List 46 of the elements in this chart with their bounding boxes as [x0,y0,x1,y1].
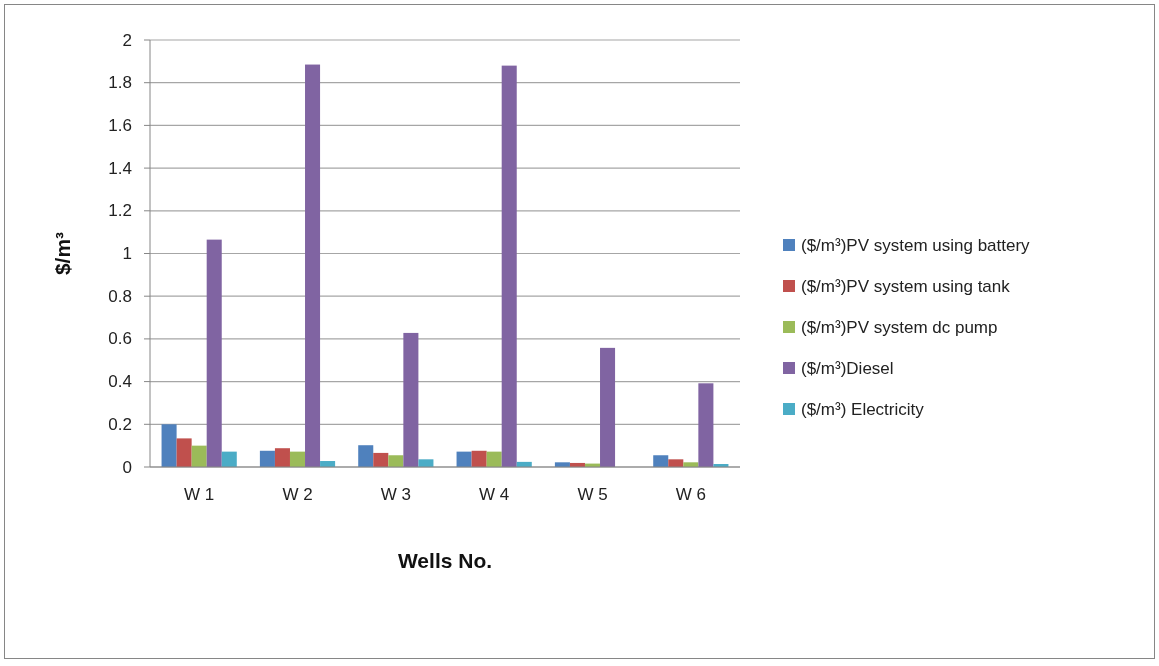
bar [403,332,419,467]
y-tick-label: 0 [122,457,132,477]
bar [471,450,487,467]
x-tick-label: W 2 [282,484,313,504]
bar [388,455,404,467]
bar [653,455,669,467]
legend-label: ($/m³)PV system dc pump [801,317,998,337]
bar [373,452,389,467]
legend-label: ($/m³)PV system using battery [801,235,1031,255]
y-tick-label: 1 [122,244,132,263]
legend-label: ($/m³) Electricity [801,399,925,419]
y-tick-label: 0.2 [108,414,132,434]
bar [289,451,306,467]
bar [668,459,684,467]
y-tick-label: 1.6 [108,115,132,135]
y-tick-label: 1.2 [108,201,132,221]
bar [221,451,237,467]
y-tick-label: 1.8 [108,73,132,93]
y-tick-label: 0.8 [108,286,132,306]
x-tick-label: W 3 [380,484,411,504]
bar [418,459,434,467]
bar [259,450,275,467]
bar [486,451,502,467]
bar [305,64,321,467]
bar [600,347,616,467]
y-tick-label: 1.4 [108,158,132,178]
bar [698,383,714,467]
bar [501,65,517,467]
x-tick-label: W 1 [184,484,215,504]
y-tick-label: 0.6 [108,329,132,349]
x-tick-label: W 4 [479,484,510,504]
bar [176,438,192,467]
legend-label: ($/m³)PV system using tank [801,276,1011,296]
y-tick-label: 2 [122,30,132,50]
bar [161,424,177,467]
y-axis-title: $/m³ [50,231,74,276]
x-axis-title: Wells No. [397,548,493,572]
y-tick-label: 0.4 [108,372,132,392]
bar [191,445,207,467]
bar [274,448,290,467]
x-tick-label: W 5 [577,484,608,504]
legend-label: ($/m³)Diesel [801,358,894,378]
bar [358,445,374,467]
bar [206,239,222,467]
x-tick-label: W 6 [675,484,706,504]
bar [456,451,472,467]
